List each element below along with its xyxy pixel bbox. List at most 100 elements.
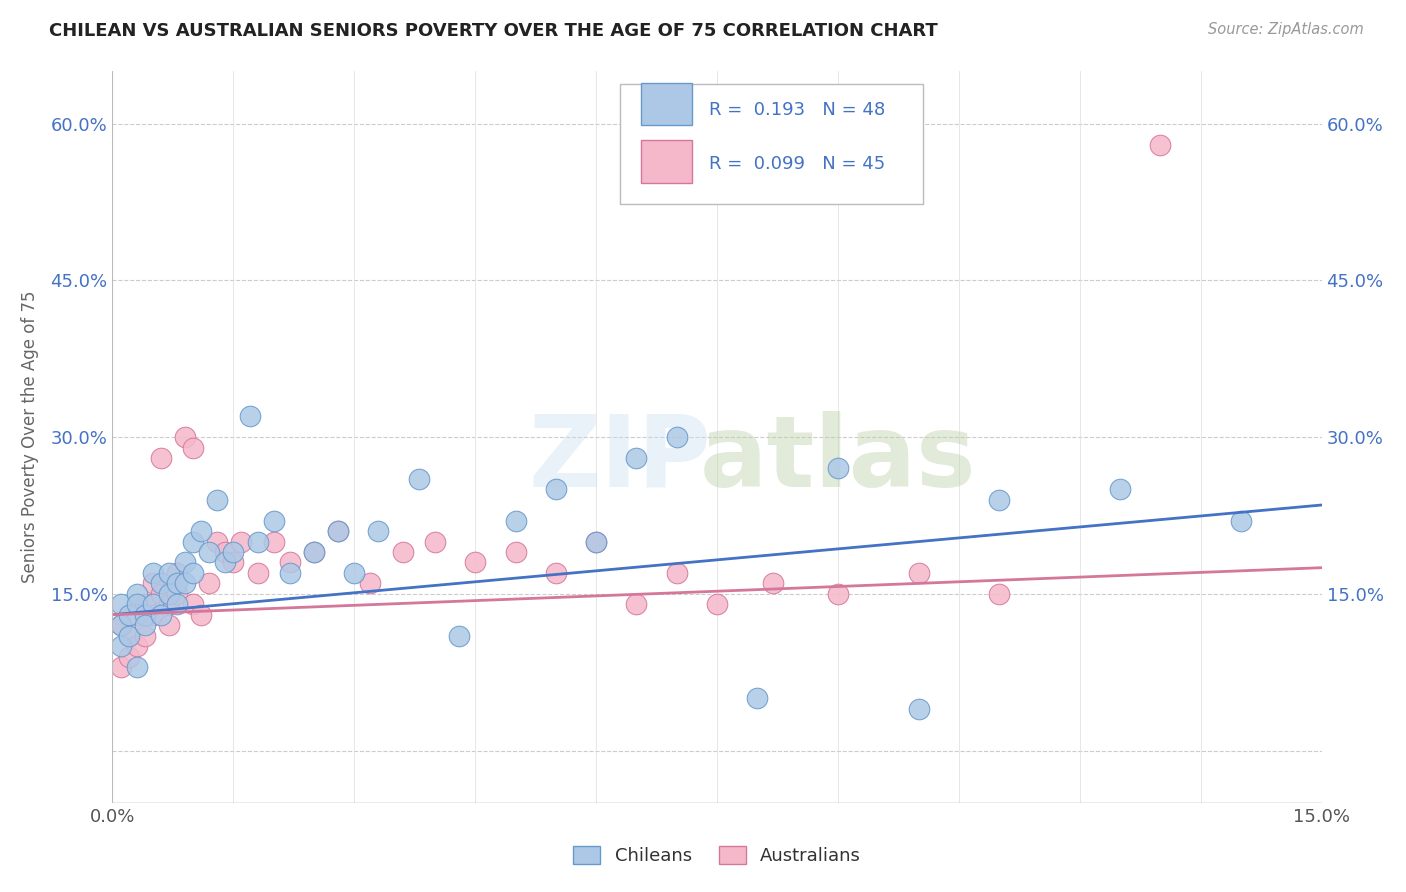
Point: [626, 450, 648, 465]
Point: [343, 566, 366, 580]
Point: [222, 556, 245, 570]
Point: [110, 639, 132, 653]
Point: [706, 597, 728, 611]
Point: [134, 618, 156, 632]
Point: [125, 607, 148, 622]
Point: [665, 566, 688, 580]
Point: [117, 629, 139, 643]
Point: [391, 545, 413, 559]
Y-axis label: Seniors Poverty Over the Age of 75: Seniors Poverty Over the Age of 75: [21, 291, 39, 583]
Point: [907, 566, 929, 580]
Point: [328, 524, 350, 538]
Point: [157, 566, 180, 580]
Point: [585, 534, 607, 549]
Point: [367, 524, 389, 538]
Point: [190, 607, 212, 622]
Point: [207, 492, 229, 507]
Point: [198, 545, 221, 559]
Point: [117, 649, 139, 664]
Point: [665, 430, 688, 444]
Point: [181, 597, 204, 611]
Point: [125, 639, 148, 653]
Point: [263, 514, 285, 528]
Point: [214, 556, 236, 570]
Text: CHILEAN VS AUSTRALIAN SENIORS POVERTY OVER THE AGE OF 75 CORRELATION CHART: CHILEAN VS AUSTRALIAN SENIORS POVERTY OV…: [49, 22, 938, 40]
Point: [207, 534, 229, 549]
Point: [174, 430, 197, 444]
Point: [1109, 483, 1132, 497]
Point: [157, 618, 180, 632]
Point: [827, 461, 849, 475]
Point: [505, 545, 527, 559]
Point: [246, 534, 269, 549]
Point: [214, 545, 236, 559]
Point: [181, 566, 204, 580]
Point: [181, 534, 204, 549]
Point: [302, 545, 325, 559]
Point: [585, 534, 607, 549]
Point: [125, 597, 148, 611]
Point: [1149, 137, 1171, 152]
Point: [263, 534, 285, 549]
Point: [174, 576, 197, 591]
Point: [174, 556, 197, 570]
Point: [827, 587, 849, 601]
Point: [157, 587, 180, 601]
Point: [117, 607, 139, 622]
Point: [166, 576, 188, 591]
Point: [142, 607, 165, 622]
Point: [302, 545, 325, 559]
Point: [149, 587, 172, 601]
Point: [231, 534, 253, 549]
Point: [149, 450, 172, 465]
Point: [423, 534, 446, 549]
Point: [149, 576, 172, 591]
Point: [190, 524, 212, 538]
Point: [544, 566, 567, 580]
Point: [110, 660, 132, 674]
Point: [222, 545, 245, 559]
Point: [238, 409, 260, 424]
Point: [117, 629, 139, 643]
Point: [359, 576, 381, 591]
Point: [142, 576, 165, 591]
Point: [544, 483, 567, 497]
Point: [142, 597, 165, 611]
Point: [246, 566, 269, 580]
Point: [408, 472, 430, 486]
Point: [125, 660, 148, 674]
Point: [149, 607, 172, 622]
Point: [449, 629, 471, 643]
Point: [747, 691, 769, 706]
Point: [157, 597, 180, 611]
Point: [166, 597, 188, 611]
Text: ZIP: ZIP: [529, 410, 711, 508]
Point: [125, 587, 148, 601]
FancyBboxPatch shape: [641, 83, 692, 126]
Point: [988, 587, 1011, 601]
Point: [134, 607, 156, 622]
Point: [166, 587, 188, 601]
Legend: Chileans, Australians: Chileans, Australians: [565, 838, 869, 872]
Point: [464, 556, 486, 570]
Point: [166, 566, 188, 580]
Point: [988, 492, 1011, 507]
Point: [110, 597, 132, 611]
Point: [278, 556, 301, 570]
Point: [762, 576, 785, 591]
Text: R =  0.193   N = 48: R = 0.193 N = 48: [709, 101, 884, 119]
Text: atlas: atlas: [700, 410, 976, 508]
Point: [278, 566, 301, 580]
FancyBboxPatch shape: [620, 84, 922, 204]
Text: Source: ZipAtlas.com: Source: ZipAtlas.com: [1208, 22, 1364, 37]
Point: [328, 524, 350, 538]
Point: [142, 566, 165, 580]
Point: [198, 576, 221, 591]
Point: [626, 597, 648, 611]
Point: [110, 618, 132, 632]
Point: [505, 514, 527, 528]
FancyBboxPatch shape: [641, 140, 692, 183]
Point: [110, 618, 132, 632]
Point: [134, 597, 156, 611]
Point: [907, 702, 929, 716]
